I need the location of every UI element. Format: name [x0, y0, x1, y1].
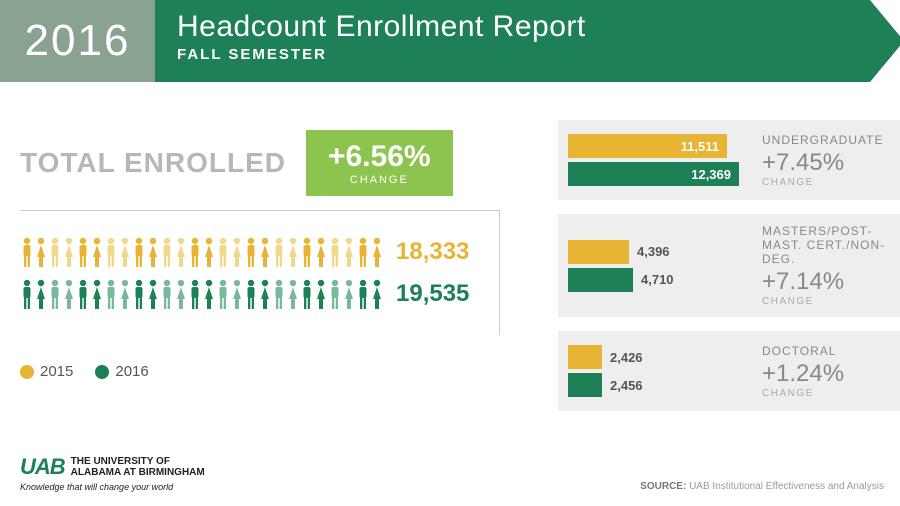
total-change-box: +6.56% CHANGE — [306, 130, 453, 196]
header-title: Headcount Enrollment Report — [177, 10, 848, 44]
logo-tagline: Knowledge that will change your world — [20, 482, 205, 492]
category-bar-2015: 11,511 — [568, 134, 748, 158]
category-change-label: CHANGE — [762, 177, 886, 188]
people-count-2016: 19,535 — [396, 280, 469, 308]
category-bar-2016: 4,710 — [568, 268, 748, 292]
category-info: MASTERS/POST-MAST. CERT./NON-DEG.+7.14%C… — [762, 224, 886, 307]
category-bars: 11,511 12,369 — [568, 130, 748, 190]
category-bar-2016: 12,369 — [568, 162, 748, 186]
category-change-label: CHANGE — [762, 388, 886, 399]
source-text: UAB Institutional Effectiveness and Anal… — [689, 481, 884, 492]
category-info: UNDERGRADUATE +7.45%CHANGE — [762, 133, 886, 188]
legend-2016: 2016 — [95, 363, 148, 380]
year-legend: 2015 2016 — [20, 363, 530, 380]
logo-mark: UAB — [20, 454, 65, 480]
total-change-label: CHANGE — [328, 174, 431, 186]
category-panel-2: 2,426 2,456 DOCTORAL +1.24%CHANGE — [558, 331, 900, 411]
logo-line1: THE UNIVERSITY OF — [71, 456, 170, 467]
logo-line2: ALABAMA AT BIRMINGHAM — [71, 467, 205, 478]
footer-logo: UAB THE UNIVERSITY OF ALABAMA AT BIRMING… — [20, 454, 205, 492]
legend-dot-2015 — [20, 365, 34, 379]
people-icons-2016 — [20, 279, 384, 309]
total-enrolled-section: TOTAL ENROLLED +6.56% CHANGE 18,333 19,5… — [20, 130, 530, 380]
source-line: SOURCE: UAB Institutional Effectiveness … — [640, 481, 884, 492]
category-panel-0: 11,511 12,369 UNDERGRADUATE +7.45%CHANGE — [558, 120, 900, 200]
enrollment-pictograph: 18,333 19,535 — [20, 210, 500, 335]
category-info: DOCTORAL +1.24%CHANGE — [762, 344, 886, 399]
category-panel-1: 4,396 4,710 MASTERS/POST-MAST. CERT./NON-D… — [558, 214, 900, 317]
category-bar-2015: 2,426 — [568, 345, 748, 369]
legend-label-2015: 2015 — [40, 363, 73, 380]
category-name: DOCTORAL — [762, 344, 886, 358]
category-pct: +1.24% — [762, 360, 886, 388]
header-title-block: Headcount Enrollment Report FALL SEMESTE… — [155, 0, 870, 82]
category-pct: +7.14% — [762, 268, 886, 296]
people-icons-2015 — [20, 237, 384, 267]
category-name: UNDERGRADUATE — [762, 133, 886, 147]
people-row-2015: 18,333 — [20, 237, 485, 267]
people-row-2016: 19,535 — [20, 279, 485, 309]
category-bars: 4,396 4,710 — [568, 236, 748, 296]
category-bars: 2,426 2,456 — [568, 341, 748, 401]
total-change-pct: +6.56% — [328, 140, 431, 174]
header-year: 2016 — [0, 0, 155, 82]
header-banner: 2016 Headcount Enrollment Report FALL SE… — [0, 0, 870, 82]
people-count-2015: 18,333 — [396, 238, 469, 266]
category-panels: 11,51112,369UNDERGRADUATE+7.45%CHANGE4,3… — [558, 120, 900, 425]
total-label: TOTAL ENROLLED — [20, 147, 286, 179]
legend-label-2016: 2016 — [115, 363, 148, 380]
category-name: MASTERS/POST-MAST. CERT./NON-DEG. — [762, 224, 886, 266]
category-bar-2015: 4,396 — [568, 240, 748, 264]
category-bar-2016: 2,456 — [568, 373, 748, 397]
legend-2015: 2015 — [20, 363, 73, 380]
source-label: SOURCE: — [640, 481, 686, 492]
logo-text: THE UNIVERSITY OF ALABAMA AT BIRMINGHAM — [71, 456, 205, 478]
legend-dot-2016 — [95, 365, 109, 379]
header-subtitle: FALL SEMESTER — [177, 46, 848, 63]
category-change-label: CHANGE — [762, 296, 886, 307]
category-pct: +7.45% — [762, 149, 886, 177]
